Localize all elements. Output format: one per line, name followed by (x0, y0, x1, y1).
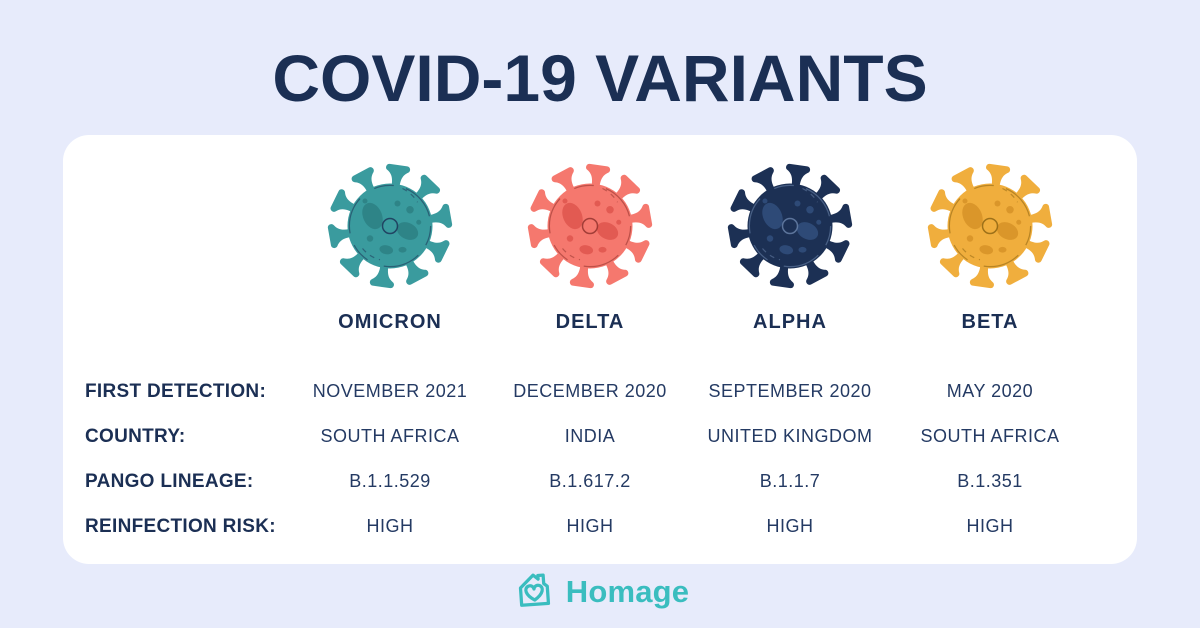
value-beta-reinfection-risk: HIGH (966, 516, 1014, 536)
row-label-reinfection-risk: REINFECTION RISK: (85, 515, 276, 537)
variant-name-omicron: OMICRON (338, 310, 442, 333)
value-delta-country: INDIA (564, 426, 616, 446)
value-alpha-pango-lineage: B.1.1.7 (759, 471, 821, 491)
page-title: COVID-19 VARIANTS (272, 41, 928, 115)
value-omicron-pango-lineage: B.1.1.529 (349, 471, 431, 491)
value-alpha-first-detection: SEPTEMBER 2020 (708, 381, 872, 401)
value-delta-reinfection-risk: HIGH (566, 516, 614, 536)
variant-name-beta: BETA (961, 310, 1019, 333)
row-label-first-detection: FIRST DETECTION: (85, 380, 267, 402)
value-beta-first-detection: MAY 2020 (946, 381, 1034, 401)
beta-virus-icon (890, 151, 1090, 301)
brand-footer: Homage (0, 566, 1200, 617)
row-label-pango-lineage: PANGO LINEAGE: (85, 470, 254, 492)
value-delta-pango-lineage: B.1.617.2 (549, 471, 631, 491)
row-label-country: COUNTRY: (85, 425, 186, 447)
value-omicron-country: SOUTH AFRICA (320, 426, 460, 446)
delta-virus-icon (490, 151, 690, 301)
value-alpha-country: UNITED KINGDOM (707, 426, 873, 446)
variant-name-alpha: ALPHA (753, 310, 827, 333)
value-beta-country: SOUTH AFRICA (920, 426, 1060, 446)
variants-table: OMICRON DELTA ALPHA BETA FIRST DETECTION… (63, 135, 1137, 564)
variant-name-delta: DELTA (555, 310, 625, 333)
value-alpha-reinfection-risk: HIGH (766, 516, 814, 536)
variants-card: OMICRON DELTA ALPHA BETA FIRST DETECTION… (63, 135, 1137, 564)
brand-name: Homage (565, 573, 690, 609)
alpha-virus-icon (690, 151, 890, 301)
value-omicron-reinfection-risk: HIGH (366, 516, 414, 536)
value-beta-pango-lineage: B.1.351 (957, 471, 1023, 491)
value-delta-first-detection: DECEMBER 2020 (513, 381, 667, 401)
house-heart-icon (511, 566, 557, 617)
value-omicron-first-detection: NOVEMBER 2021 (312, 381, 468, 401)
omicron-virus-icon (290, 151, 490, 301)
